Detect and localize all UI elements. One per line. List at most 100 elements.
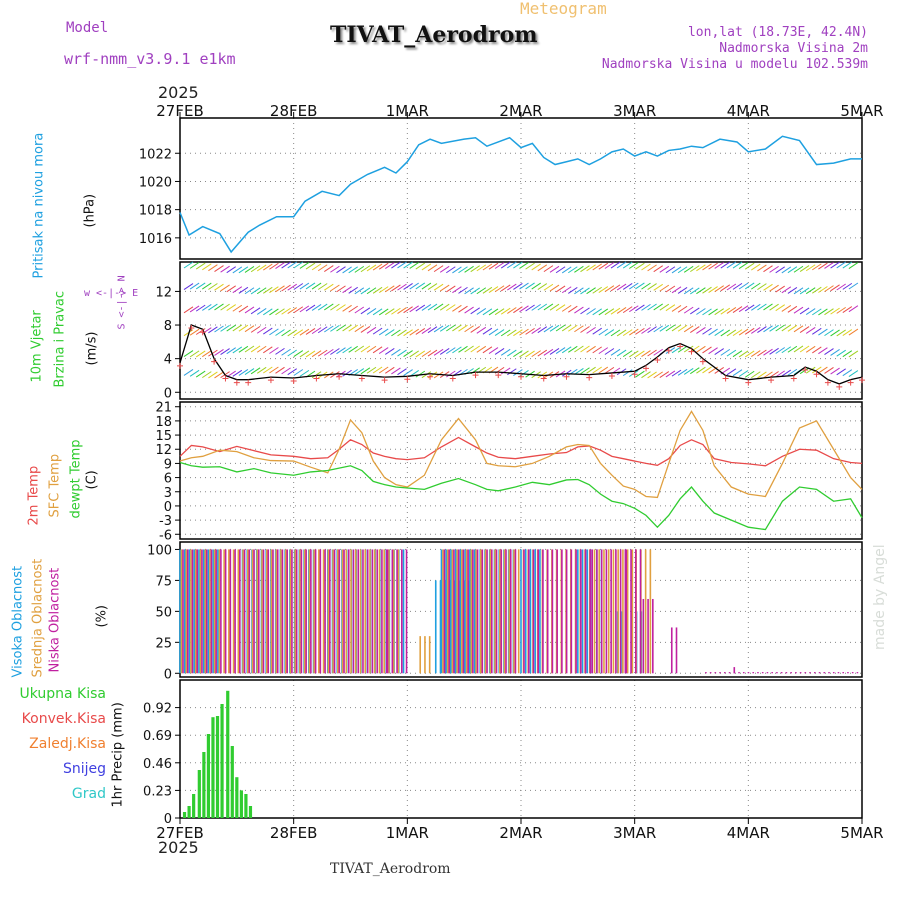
wind-arrow bbox=[275, 329, 285, 336]
wind-gust-marker bbox=[813, 371, 820, 378]
wind-arrow bbox=[622, 306, 633, 314]
wind-arrow bbox=[299, 350, 310, 358]
wind-arrow bbox=[732, 261, 743, 269]
wind-arrow bbox=[836, 306, 846, 314]
wind-arrow bbox=[324, 265, 334, 272]
wind-arrow bbox=[812, 327, 822, 335]
wind-arrow bbox=[397, 368, 407, 376]
wind-arrow bbox=[427, 303, 438, 311]
wind-arrow bbox=[580, 367, 590, 375]
wind-arrow bbox=[586, 264, 596, 272]
wind-arrow bbox=[555, 285, 566, 293]
wind-arrow bbox=[799, 287, 810, 295]
wind-arrow bbox=[336, 347, 346, 355]
wind-arrow bbox=[836, 368, 846, 376]
wind-arrow bbox=[616, 349, 627, 357]
wind-arrow bbox=[592, 346, 602, 354]
wind-arrow bbox=[696, 345, 706, 353]
wind-arrow bbox=[391, 367, 401, 375]
wind-arrow bbox=[293, 306, 304, 314]
wind-arrow bbox=[232, 346, 243, 354]
wind-arrow bbox=[677, 368, 688, 376]
wind-arrow bbox=[476, 345, 487, 353]
wind-arrow bbox=[537, 303, 548, 311]
wind-arrow bbox=[482, 327, 493, 335]
wind-arrow bbox=[629, 328, 639, 336]
wind-gust-marker bbox=[665, 347, 672, 354]
wind-arrow bbox=[226, 347, 236, 355]
wind-arrow bbox=[580, 287, 590, 295]
wind-arrow bbox=[427, 283, 438, 290]
wind-arrow bbox=[690, 326, 700, 333]
wind-arrow bbox=[403, 329, 413, 337]
wind-arrow bbox=[488, 308, 499, 316]
wind-arrow bbox=[269, 347, 279, 354]
y-tick-label: 6 bbox=[164, 472, 172, 487]
wind-gust-marker bbox=[654, 356, 661, 363]
precip-legend-convective: Konvek.Kisa bbox=[21, 711, 106, 727]
wind-arrow bbox=[592, 366, 602, 374]
wind-arrow bbox=[763, 348, 773, 356]
wind-arrow bbox=[494, 329, 505, 336]
wind-arrow bbox=[324, 348, 334, 356]
y-tick-label: 12 bbox=[155, 443, 172, 458]
wind-arrow bbox=[385, 285, 395, 293]
precip-bar bbox=[197, 770, 201, 818]
wind-arrow bbox=[409, 350, 419, 358]
wind-arrow bbox=[604, 348, 615, 355]
wind-arrow bbox=[812, 346, 822, 354]
wind-arrow bbox=[232, 286, 243, 294]
wind-arrow bbox=[531, 263, 541, 271]
wind-arrow bbox=[799, 345, 810, 353]
wind-arrow bbox=[220, 303, 230, 311]
wind-arrow bbox=[470, 265, 480, 273]
wind-arrow bbox=[677, 287, 688, 294]
y-tick-label: 15 bbox=[155, 429, 172, 444]
wind-arrow bbox=[775, 304, 785, 312]
wind-arrow bbox=[586, 366, 596, 374]
y-tick-label: 0.69 bbox=[143, 729, 172, 744]
wind-arrow bbox=[250, 265, 261, 273]
wind-gust-marker bbox=[404, 376, 411, 383]
wind-arrow bbox=[757, 264, 767, 272]
wind-arrow bbox=[189, 328, 200, 336]
wind-arrow bbox=[220, 348, 230, 355]
wind-arrow bbox=[500, 329, 511, 337]
wind-arrow bbox=[494, 348, 505, 355]
wind-arrow bbox=[793, 265, 804, 273]
wind-arrow bbox=[677, 305, 688, 313]
wind-arrow bbox=[415, 370, 426, 378]
wind-gust-marker bbox=[790, 375, 797, 382]
wind-arrow bbox=[263, 286, 273, 294]
wind-gust-marker bbox=[358, 375, 365, 382]
wind-arrow bbox=[751, 303, 761, 311]
wind-arrow bbox=[214, 265, 224, 272]
y-tick-label: 0 bbox=[164, 500, 172, 515]
wind-arrow bbox=[256, 307, 267, 315]
wind-arrow bbox=[433, 283, 444, 291]
wind-arrow bbox=[263, 366, 273, 374]
wind-arrow bbox=[683, 287, 694, 295]
wind-arrow bbox=[287, 329, 297, 337]
time-label-top: 27FEB bbox=[156, 102, 203, 120]
y-tick-label: 0 bbox=[164, 667, 172, 682]
y-tick-label: 3 bbox=[164, 486, 172, 501]
wind-arrow bbox=[336, 266, 346, 274]
wind-arrow bbox=[507, 261, 517, 269]
wind-arrow bbox=[561, 304, 572, 312]
wind-arrow bbox=[769, 324, 779, 332]
wind-arrow bbox=[220, 265, 230, 273]
wind-arrow bbox=[574, 345, 584, 353]
wind-arrow bbox=[598, 328, 609, 336]
wind-arrow bbox=[189, 282, 200, 290]
wind-arrow bbox=[293, 350, 304, 357]
wind-arrow bbox=[738, 328, 749, 336]
wind-arrow bbox=[202, 371, 212, 379]
wind-arrow bbox=[732, 329, 743, 337]
wind-gust-marker bbox=[722, 375, 729, 382]
wind-arrow bbox=[372, 346, 383, 354]
wind-arrow bbox=[372, 263, 383, 271]
wind-arrow bbox=[757, 303, 767, 311]
wind-arrow bbox=[726, 368, 737, 376]
wind-arrow bbox=[812, 263, 822, 271]
